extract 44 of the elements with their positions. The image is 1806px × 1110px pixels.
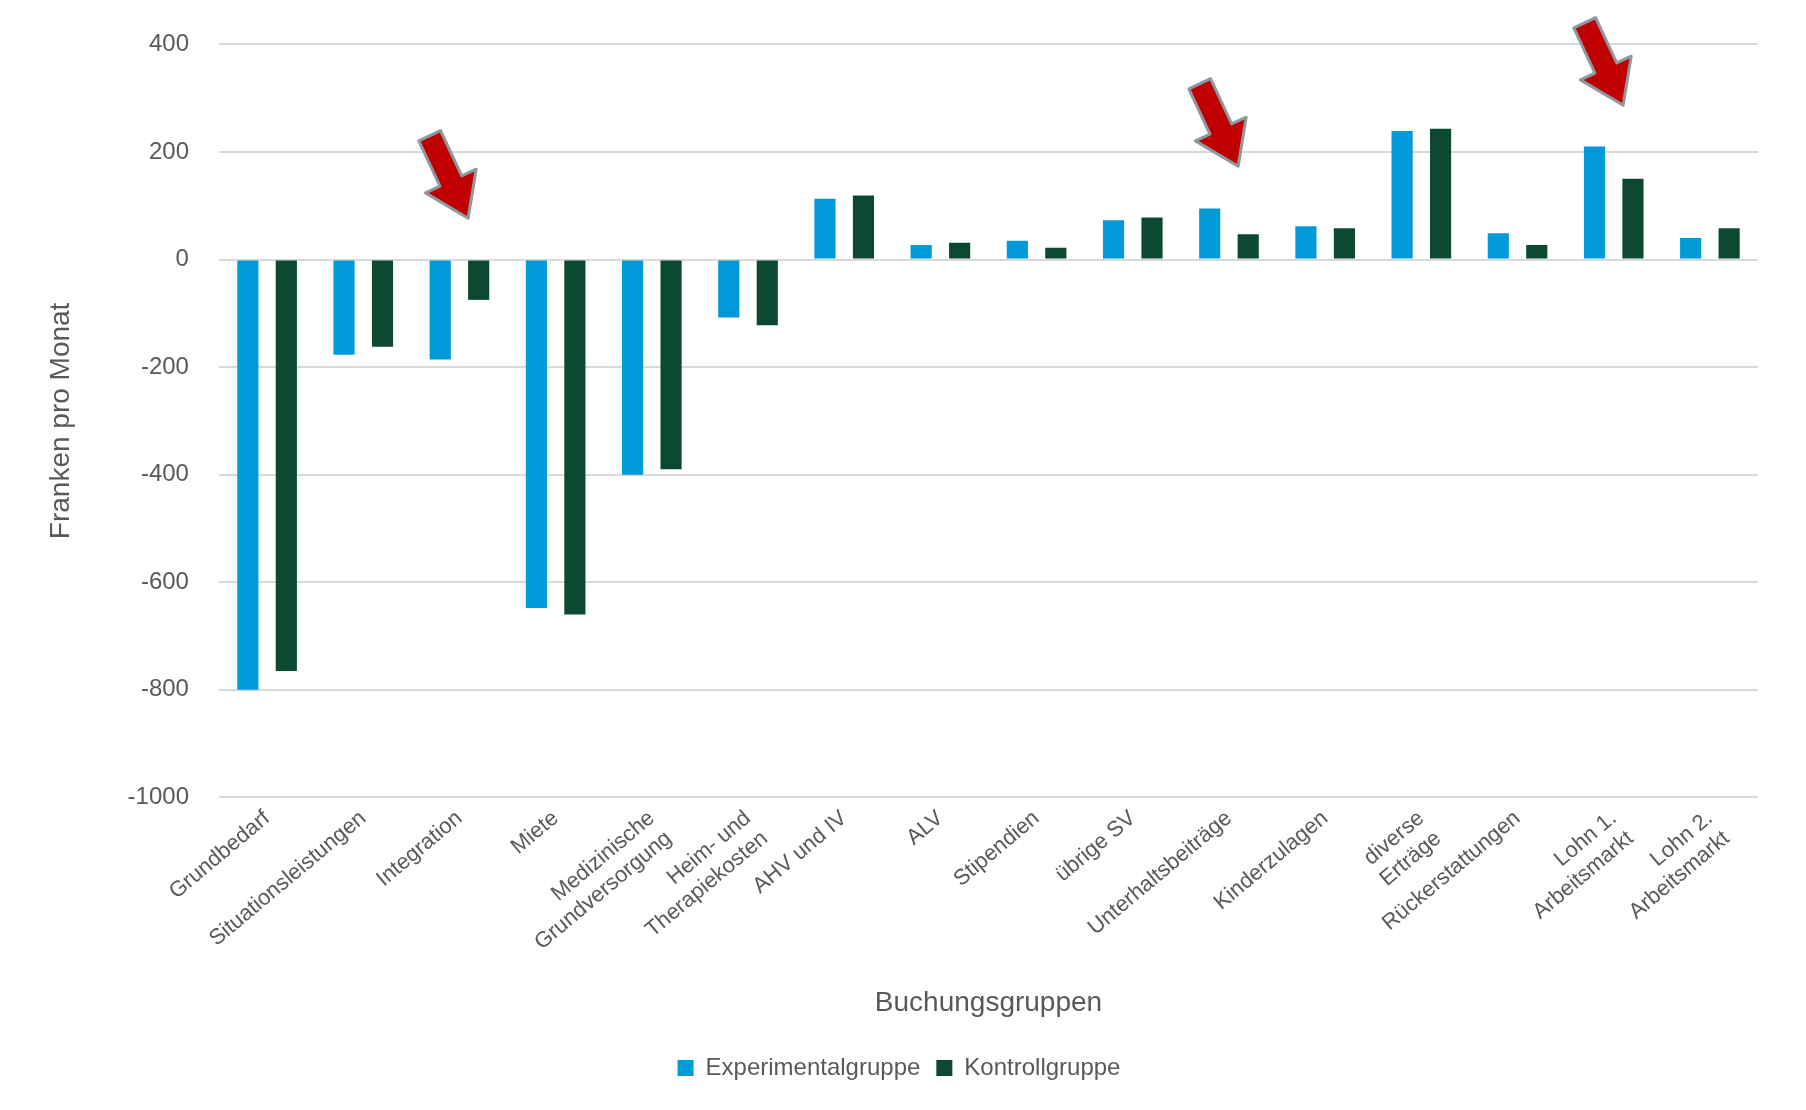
bar xyxy=(622,260,644,475)
bar xyxy=(468,260,490,300)
bar xyxy=(1141,217,1163,259)
x-axis-title: Buchungsgruppen xyxy=(874,985,1103,1017)
bar xyxy=(1718,228,1740,259)
bar xyxy=(237,260,259,690)
y-tick-label: -200 xyxy=(140,351,189,379)
bar xyxy=(1045,247,1067,259)
y-tick-label: 400 xyxy=(148,29,189,57)
bar xyxy=(1526,245,1548,259)
bar xyxy=(910,245,932,259)
bar xyxy=(1583,146,1606,259)
bar xyxy=(1333,228,1355,259)
bar xyxy=(1102,220,1125,259)
y-tick-label: -600 xyxy=(140,566,189,594)
bar xyxy=(525,260,547,609)
bar xyxy=(718,260,740,318)
bar xyxy=(1237,234,1259,259)
bar xyxy=(371,260,394,347)
legend-label: Kontrollgruppe xyxy=(964,1052,1121,1080)
bar xyxy=(660,260,682,470)
bar xyxy=(1199,208,1221,259)
bar xyxy=(1487,233,1509,259)
bar xyxy=(1391,130,1413,259)
y-tick-label: -800 xyxy=(140,674,189,702)
bar xyxy=(564,260,586,615)
bar xyxy=(814,198,836,259)
legend-label: Experimentalgruppe xyxy=(705,1052,921,1080)
y-tick-label: 200 xyxy=(148,136,189,164)
bar xyxy=(1622,178,1644,259)
y-axis-title: Franken pro Monat xyxy=(43,302,75,540)
bar xyxy=(275,260,297,671)
bar xyxy=(1430,128,1452,259)
y-tick-label: 0 xyxy=(175,244,189,272)
bar xyxy=(756,260,778,326)
bar xyxy=(1006,240,1028,259)
y-tick-label: -400 xyxy=(140,459,189,487)
bar xyxy=(429,260,451,360)
y-tick-label: -1000 xyxy=(127,782,189,809)
bar xyxy=(333,260,355,355)
bar xyxy=(949,242,971,259)
bar xyxy=(852,195,875,259)
bar xyxy=(1295,226,1317,259)
bar xyxy=(1680,238,1702,259)
